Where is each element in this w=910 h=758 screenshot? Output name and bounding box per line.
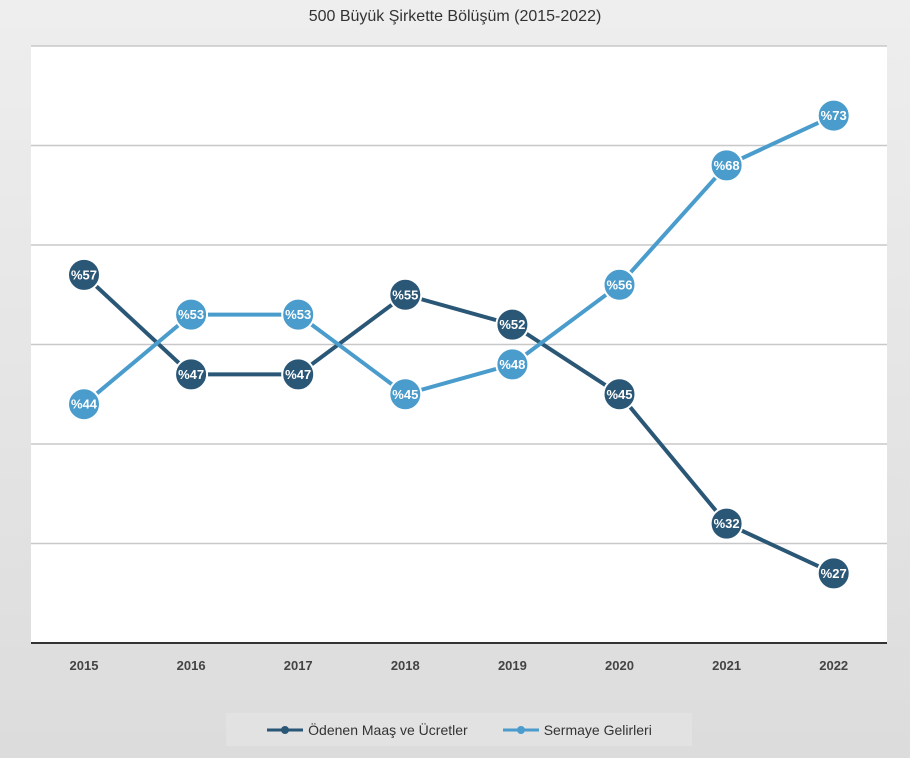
point-capital-2017 [281,297,316,332]
legend-item-capital: Sermaye Gelirleri [502,722,652,738]
data-label-wages-2016: %47 [178,367,204,382]
data-label-capital-2016: %53 [178,307,204,322]
point-wages-2021 [709,506,744,541]
legend-item-wages: Ödenen Maaş ve Ücretler [266,722,468,738]
point-capital-2020 [602,267,637,302]
point-wages-2022 [816,556,851,591]
point-capital-2022 [816,98,851,133]
point-capital-2016 [174,297,209,332]
data-label-capital-2022: %73 [821,108,847,123]
data-label-capital-2017: %53 [285,307,311,322]
point-wages-2020 [602,377,637,412]
x-tick-2020: 2020 [605,658,634,673]
series-line-wages [82,273,835,576]
data-label-wages-2015: %57 [71,267,97,282]
data-label-wages-2020: %45 [606,387,632,402]
chart-title: 500 Büyük Şirkette Bölüşüm (2015-2022) [308,8,602,25]
data-label-wages-2022: %27 [821,566,847,581]
legend: Ödenen Maaş ve Ücretler Sermaye Gelirler… [226,713,692,746]
x-tick-2022: 2022 [819,658,848,673]
data-label-capital-2020: %56 [606,277,632,292]
legend-label-wages: Ödenen Maaş ve Ücretler [308,721,468,738]
point-capital-2021 [709,148,744,183]
gridlines [31,45,887,545]
x-tick-2019: 2019 [498,658,527,673]
x-tick-labels: 2015 2016 2017 2018 2019 2020 2021 2022 [70,658,849,673]
point-capital-2018 [388,377,423,412]
data-label-wages-2017: %47 [285,367,311,382]
point-capital-2019 [495,347,530,382]
data-label-capital-2018: %45 [392,387,418,402]
point-wages-2016 [174,357,209,392]
line-chart: 2015 2016 2017 2018 2019 2020 2021 2022 %57 %47%… [31,45,887,673]
x-tick-2015: 2015 [70,658,99,673]
data-label-capital-2019: %48 [499,357,525,372]
legend-swatch-capital [502,725,539,734]
data-label-capital-2015: %44 [71,397,98,412]
point-wages-2019 [495,307,530,342]
series-line-capital [82,113,835,406]
point-wages-2018 [388,277,423,312]
data-label-wages-2018: %55 [392,287,418,302]
data-label-capital-2021: %68 [714,158,740,173]
legend-label-capital: Sermaye Gelirleri [543,721,652,738]
point-wages-2017 [281,357,316,392]
series-group: %57 %47 %47 %55 %52 %45 %32 %27 %44 %53 %53 %45 %48%… [67,98,851,591]
point-capital-2015 [67,387,101,422]
point-wages-2015 [67,257,101,292]
data-label-wages-2019: %52 [499,317,525,332]
x-tick-2021: 2021 [712,658,741,673]
legend-swatch-wages [267,725,304,734]
x-tick-2017: 2017 [284,658,313,673]
x-tick-2016: 2016 [177,658,206,673]
data-label-wages-2021: %32 [714,516,740,531]
x-tick-2018: 2018 [391,658,420,673]
